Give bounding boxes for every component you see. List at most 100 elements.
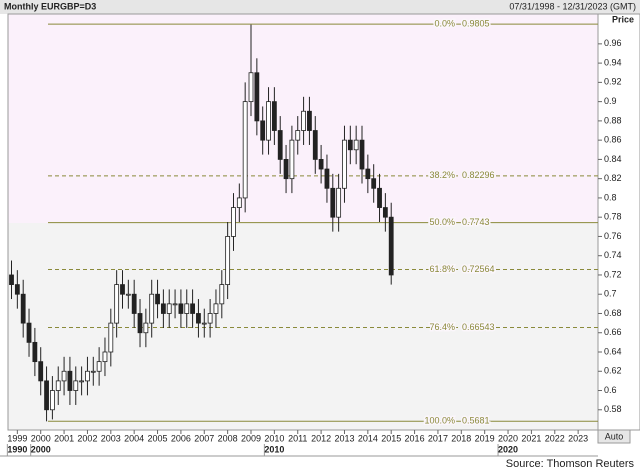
chart-title: Monthly EURGBP=D3 xyxy=(4,1,96,11)
y-tick-label: 0.84 xyxy=(604,154,622,164)
candle-body xyxy=(236,197,242,208)
y-tick-label: 0.92 xyxy=(604,77,622,87)
x-tick-label: 2004 xyxy=(124,433,144,443)
candle-body xyxy=(14,284,20,295)
candle-body xyxy=(196,313,201,324)
x-tick-label: 2006 xyxy=(171,433,191,443)
fib-label: 0.0% xyxy=(434,18,455,28)
candle-body xyxy=(365,168,371,180)
candle-body xyxy=(120,284,125,295)
decade-label: 2000 xyxy=(31,444,51,454)
candle-body xyxy=(102,351,108,363)
candle-body xyxy=(277,130,283,160)
x-tick-label: 2020 xyxy=(498,433,518,443)
x-tick-label: 2013 xyxy=(334,433,354,443)
x-tick-label: 2017 xyxy=(428,433,448,443)
candle-body xyxy=(137,313,143,334)
candle-body xyxy=(55,380,61,391)
fib-label: 76.4% xyxy=(429,322,455,332)
candle-body xyxy=(242,101,248,199)
x-tick-label: 2019 xyxy=(475,433,495,443)
candle-body xyxy=(67,370,73,391)
y-tick-label: 0.76 xyxy=(604,231,622,241)
y-tick-label: 0.64 xyxy=(604,346,622,356)
fib-value: 0.9805 xyxy=(462,18,490,28)
candle-body xyxy=(155,293,160,305)
y-tick-label: 0.7 xyxy=(604,289,617,299)
candle-body xyxy=(61,370,67,382)
candle-body xyxy=(201,322,207,325)
x-tick-label: 2016 xyxy=(405,433,425,443)
x-tick-label: 2002 xyxy=(77,433,97,443)
x-tick-label: 2009 xyxy=(241,433,261,443)
candle-body xyxy=(178,303,184,314)
y-axis-label: Price xyxy=(612,14,634,24)
candle-body xyxy=(371,178,377,189)
candle-body xyxy=(207,313,213,324)
candle-body xyxy=(143,322,149,334)
candle-body xyxy=(149,293,155,324)
fib-value: 0.5681 xyxy=(462,416,490,426)
fib-label: 100.0% xyxy=(424,416,455,426)
candle-body xyxy=(26,322,32,343)
candle-body xyxy=(312,130,318,160)
y-tick-label: 0.74 xyxy=(604,250,622,260)
candle-body xyxy=(114,284,120,324)
x-tick-label: 2007 xyxy=(194,433,214,443)
candle-body xyxy=(44,380,49,411)
decade-label: 2020 xyxy=(498,444,518,454)
header-bar xyxy=(0,0,640,14)
x-tick-label: 2000 xyxy=(31,433,51,443)
y-tick-label: 0.58 xyxy=(604,404,622,414)
candle-body xyxy=(342,139,347,189)
auto-button-label[interactable]: Auto xyxy=(605,431,624,441)
fib-label: 61.8% xyxy=(429,264,455,274)
candle-body xyxy=(336,187,342,218)
candle-body xyxy=(271,101,277,131)
y-tick-label: 0.78 xyxy=(604,212,622,222)
candle-body xyxy=(160,303,166,314)
fib-label: 50.0% xyxy=(429,217,455,227)
candle-body xyxy=(190,303,195,314)
y-tick-label: 0.86 xyxy=(604,135,622,145)
candle-body xyxy=(289,139,295,180)
candle-body xyxy=(295,130,301,141)
y-tick-label: 0.68 xyxy=(604,308,622,318)
candle-body xyxy=(307,110,312,131)
candle-body xyxy=(131,293,137,314)
candle-body xyxy=(324,168,330,189)
y-tick-label: 0.88 xyxy=(604,115,622,125)
candle-body xyxy=(184,303,190,314)
candle-body xyxy=(9,274,14,285)
candle-body xyxy=(318,159,324,170)
decade-label: 2010 xyxy=(264,444,284,454)
candle-body xyxy=(388,216,394,276)
candle-body xyxy=(213,303,219,314)
x-tick-label: 1999 xyxy=(7,433,27,443)
candle-body xyxy=(254,72,260,122)
candle-body xyxy=(359,139,365,170)
y-tick-label: 0.9 xyxy=(604,96,617,106)
candle-body xyxy=(166,303,172,314)
candle-body xyxy=(266,101,271,141)
y-tick-label: 0.8 xyxy=(604,192,617,202)
candle-body xyxy=(248,72,254,103)
auto-button[interactable] xyxy=(597,429,631,444)
x-tick-label: 2011 xyxy=(288,433,307,443)
candle-body xyxy=(347,139,353,151)
candle-body xyxy=(231,207,236,237)
candle-body xyxy=(20,293,26,324)
candle-body xyxy=(382,207,388,218)
y-tick-label: 0.66 xyxy=(604,327,622,337)
x-tick-label: 2018 xyxy=(451,433,471,443)
y-tick-label: 0.82 xyxy=(604,173,622,183)
candle-body xyxy=(219,284,225,305)
candle-body xyxy=(49,390,55,411)
x-tick-label: 2022 xyxy=(545,433,565,443)
candle-body xyxy=(125,293,131,296)
fib-value: 0.82296 xyxy=(462,170,495,180)
candle-body xyxy=(172,303,178,306)
fib-value: 0.7743 xyxy=(462,217,490,227)
fib-label: 38.2% xyxy=(429,170,455,180)
